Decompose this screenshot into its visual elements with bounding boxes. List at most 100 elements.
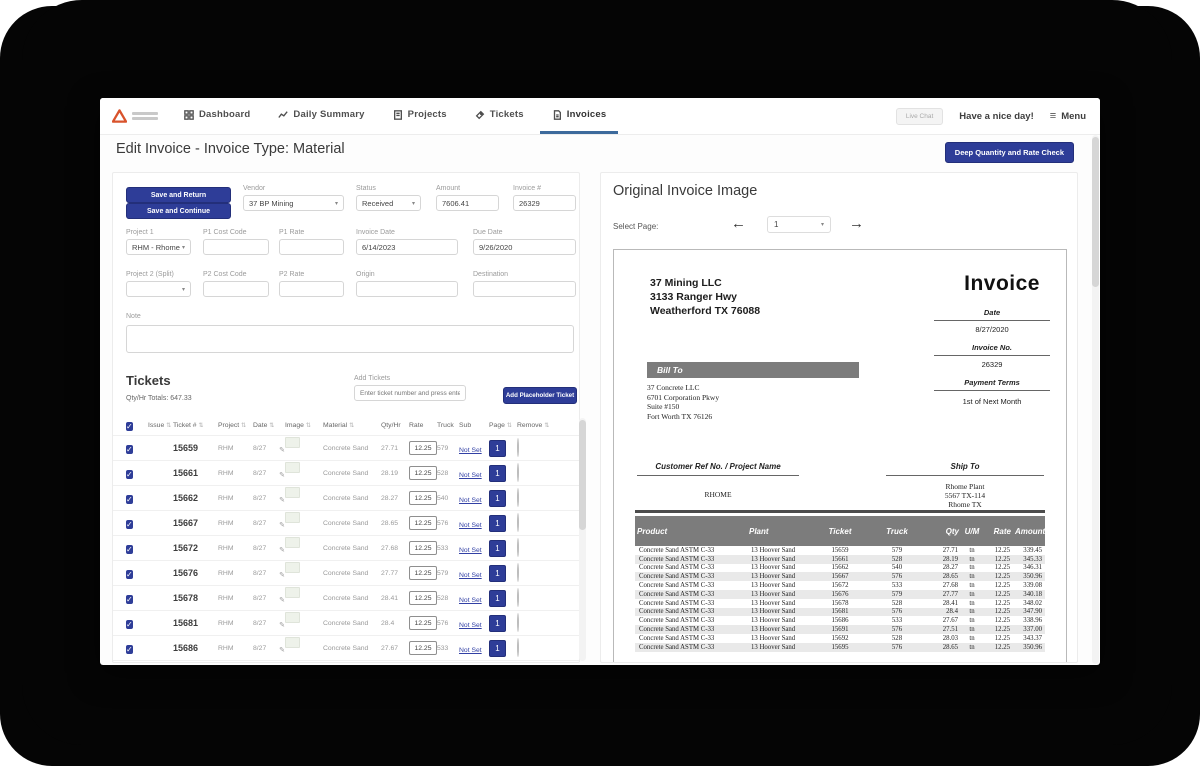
line-plant: 13 Hoover Sand xyxy=(747,617,811,624)
page-button[interactable]: 1 xyxy=(489,565,506,582)
daily-summary-icon xyxy=(278,110,288,120)
col-image[interactable]: Image xyxy=(285,422,304,429)
select-all-checkbox[interactable]: ✓ xyxy=(126,422,133,431)
page-select[interactable]: 1▾ xyxy=(767,216,831,233)
sub-not-set-link[interactable]: Not Set xyxy=(459,522,482,529)
remove-checkbox[interactable] xyxy=(517,513,519,532)
rate-input[interactable]: 12.25 xyxy=(409,566,437,580)
window-scrollbar[interactable] xyxy=(1092,135,1099,664)
row-checkbox[interactable]: ✓ xyxy=(126,595,133,604)
col-remove[interactable]: Remove xyxy=(517,422,542,429)
project1-select[interactable]: RHM - Rhome Pl▾ xyxy=(126,239,191,255)
p2-rate-field[interactable] xyxy=(279,281,344,297)
add-ticket-input[interactable] xyxy=(354,385,466,401)
remove-checkbox[interactable] xyxy=(517,438,519,457)
due-date-field[interactable]: 9/26/2020 xyxy=(473,239,576,255)
destination-field[interactable] xyxy=(473,281,576,297)
original-invoice-panel: Original Invoice Image Select Page: ← 1▾… xyxy=(600,172,1078,663)
rate-input[interactable]: 12.25 xyxy=(409,516,437,530)
pencil-icon: ✎ xyxy=(279,596,285,604)
col-ticket[interactable]: Ticket # xyxy=(173,422,197,429)
logo-wordmark xyxy=(132,110,158,122)
sub-not-set-link[interactable]: Not Set xyxy=(459,472,482,479)
p2-cost-code-field[interactable] xyxy=(203,281,269,297)
col-material[interactable]: Material xyxy=(323,422,347,429)
project2-select[interactable]: ▾ xyxy=(126,281,191,297)
sub-not-set-link[interactable]: Not Set xyxy=(459,497,482,504)
sub-not-set-link[interactable]: Not Set xyxy=(459,647,482,654)
live-chat-button[interactable]: Live Chat xyxy=(896,108,943,125)
row-checkbox[interactable]: ✓ xyxy=(126,445,133,454)
line-amount: 339.08 xyxy=(1013,582,1045,589)
nav-item-projects[interactable]: Projects xyxy=(381,98,459,134)
nav-item-invoices[interactable]: Invoices xyxy=(540,98,619,134)
origin-field[interactable] xyxy=(356,281,458,297)
row-checkbox[interactable]: ✓ xyxy=(126,520,133,529)
rate-input[interactable]: 12.25 xyxy=(409,616,437,630)
page-button[interactable]: 1 xyxy=(489,490,506,507)
save-and-return-button[interactable]: Save and Return xyxy=(126,187,231,203)
line-plant: 13 Hoover Sand xyxy=(747,573,811,580)
invoice-doc-title: Invoice xyxy=(964,272,1040,296)
row-checkbox[interactable]: ✓ xyxy=(126,495,133,504)
save-and-continue-button[interactable]: Save and Continue xyxy=(126,203,231,219)
remove-checkbox[interactable] xyxy=(517,588,519,607)
sub-not-set-link[interactable]: Not Set xyxy=(459,447,482,454)
col-issue[interactable]: Issue xyxy=(148,422,164,429)
invoice-date-field[interactable]: 6/14/2023 xyxy=(356,239,458,255)
col-qty-hr[interactable]: Qty/Hr xyxy=(381,422,401,429)
rate-input[interactable]: 12.25 xyxy=(409,466,437,480)
remove-checkbox[interactable] xyxy=(517,463,519,482)
invoice-number-field[interactable]: 26329 xyxy=(513,195,576,211)
arrow-left-icon[interactable]: ← xyxy=(731,215,746,232)
ticket-row: ✓ 15662 RHM 8/27 ✎ Concrete Sand 28.27 1… xyxy=(113,485,579,510)
tickets-scrollbar[interactable] xyxy=(579,418,586,661)
line-qty: 28.19 xyxy=(925,556,961,563)
col-page[interactable]: Page xyxy=(489,422,505,429)
add-placeholder-ticket-button[interactable]: Add Placeholder Ticket xyxy=(503,387,577,404)
sub-not-set-link[interactable]: Not Set xyxy=(459,597,482,604)
remove-checkbox[interactable] xyxy=(517,638,519,657)
page-button[interactable]: 1 xyxy=(489,515,506,532)
arrow-right-icon[interactable]: → xyxy=(849,215,864,232)
rate-input[interactable]: 12.25 xyxy=(409,591,437,605)
sub-not-set-link[interactable]: Not Set xyxy=(459,622,482,629)
sub-not-set-link[interactable]: Not Set xyxy=(459,572,482,579)
menu-button[interactable]: ≡ Menu xyxy=(1050,111,1086,122)
deep-quantity-rate-check-button[interactable]: Deep Quantity and Rate Check xyxy=(945,142,1074,163)
row-checkbox[interactable]: ✓ xyxy=(126,620,133,629)
row-checkbox[interactable]: ✓ xyxy=(126,470,133,479)
p1-rate-field[interactable] xyxy=(279,239,344,255)
row-checkbox[interactable]: ✓ xyxy=(126,645,133,654)
row-checkbox[interactable]: ✓ xyxy=(126,545,133,554)
page-button[interactable]: 1 xyxy=(489,540,506,557)
page-button[interactable]: 1 xyxy=(489,590,506,607)
rate-input[interactable]: 12.25 xyxy=(409,441,437,455)
p1-cost-code-field[interactable] xyxy=(203,239,269,255)
page-button[interactable]: 1 xyxy=(489,465,506,482)
page-button[interactable]: 1 xyxy=(489,440,506,457)
rate-input[interactable]: 12.25 xyxy=(409,491,437,505)
remove-checkbox[interactable] xyxy=(517,538,519,557)
remove-checkbox[interactable] xyxy=(517,563,519,582)
page-button[interactable]: 1 xyxy=(489,640,506,657)
app-logo[interactable] xyxy=(100,98,172,134)
note-textarea[interactable] xyxy=(126,325,574,353)
nav-item-daily-summary[interactable]: Daily Summary xyxy=(266,98,376,134)
scrollbar-thumb[interactable] xyxy=(1092,137,1099,287)
remove-checkbox[interactable] xyxy=(517,488,519,507)
nav-item-dashboard[interactable]: Dashboard xyxy=(172,98,262,134)
rate-input[interactable]: 12.25 xyxy=(409,641,437,655)
row-checkbox[interactable]: ✓ xyxy=(126,570,133,579)
col-date[interactable]: Date xyxy=(253,422,267,429)
remove-checkbox[interactable] xyxy=(517,613,519,632)
page-button[interactable]: 1 xyxy=(489,615,506,632)
nav-item-tickets[interactable]: Tickets xyxy=(463,98,536,134)
rate-input[interactable]: 12.25 xyxy=(409,541,437,555)
col-project[interactable]: Project xyxy=(218,422,239,429)
amount-field[interactable]: 7606.41 xyxy=(436,195,499,211)
status-select[interactable]: Received▾ xyxy=(356,195,421,211)
scrollbar-thumb[interactable] xyxy=(579,420,586,530)
sub-not-set-link[interactable]: Not Set xyxy=(459,547,482,554)
vendor-select[interactable]: 37 BP Mining▾ xyxy=(243,195,344,211)
